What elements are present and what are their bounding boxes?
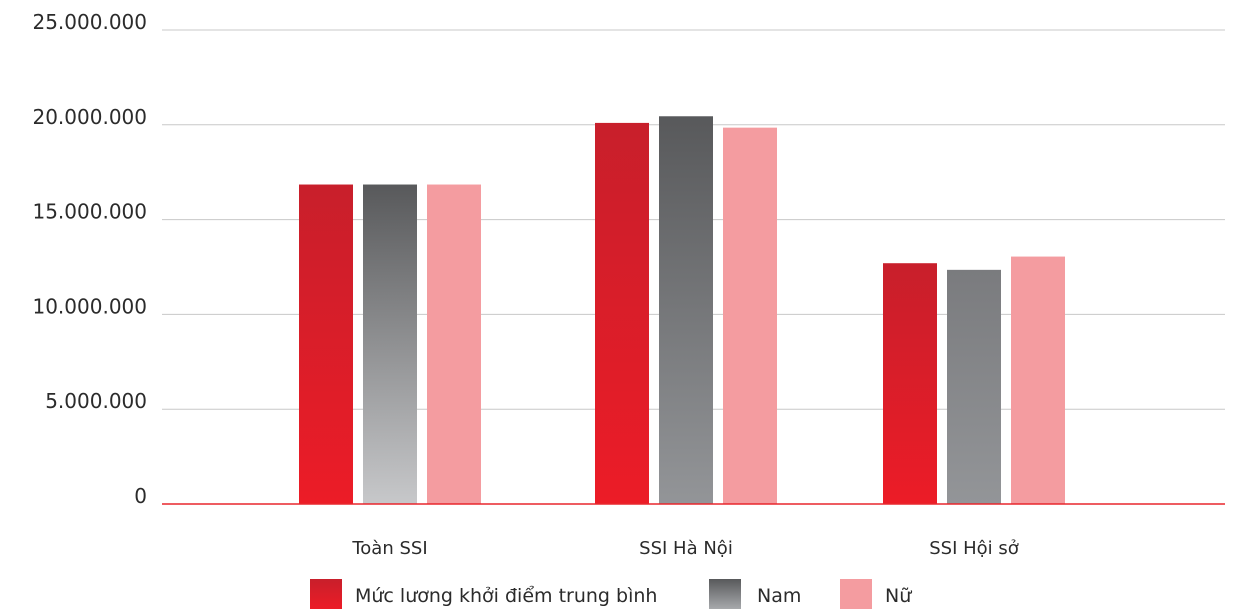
bar-female <box>1011 256 1065 504</box>
bar-average <box>595 122 649 505</box>
legend-male-label: Nam <box>757 585 801 607</box>
x-axis-categories: Toàn SSI SSI Hà Nội SSI Hội sở <box>351 538 1018 559</box>
y-tick-label: 25.000.000 <box>32 10 147 34</box>
bar-female <box>427 184 481 505</box>
bar-male <box>363 184 417 505</box>
y-tick-label: 10.000.000 <box>32 294 147 318</box>
bar-female <box>723 127 777 505</box>
x-category-label: Toàn SSI <box>351 538 427 559</box>
legend-female-label: Nữ <box>885 585 912 607</box>
y-tick-label: 5.000.000 <box>45 389 147 413</box>
x-category-label: SSI Hà Nội <box>639 538 733 559</box>
legend-average-swatch <box>310 579 342 609</box>
bar-average <box>299 184 353 505</box>
bar-male <box>947 269 1001 504</box>
x-category-label: SSI Hội sở <box>929 538 1019 559</box>
legend-average-label: Mức lương khởi điểm trung bình <box>355 585 657 607</box>
legend: Mức lương khởi điểm trung bình Nam Nữ <box>310 579 912 609</box>
bar-male <box>659 116 713 504</box>
y-axis-ticks: 0 5.000.000 10.000.000 15.000.000 20.000.000… <box>32 10 147 508</box>
legend-female-swatch <box>840 579 872 609</box>
legend-male-swatch <box>709 579 741 609</box>
bar-average <box>883 263 937 504</box>
y-tick-label: 20.000.000 <box>32 105 147 129</box>
y-tick-label: 0 <box>134 484 147 508</box>
y-tick-label: 15.000.000 <box>32 200 147 224</box>
bars <box>299 116 1065 505</box>
